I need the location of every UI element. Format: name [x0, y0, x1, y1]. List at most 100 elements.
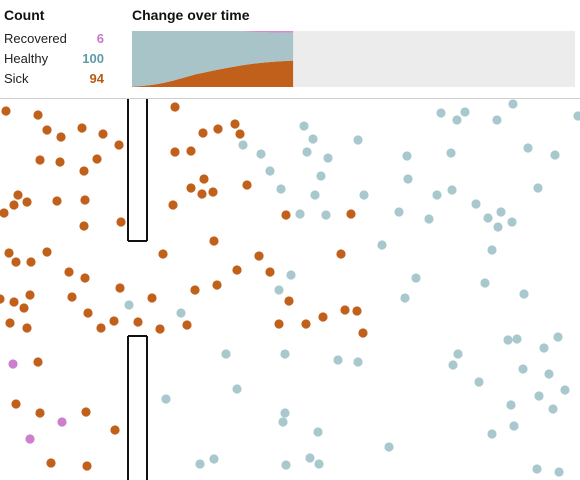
person-healthy: [509, 421, 519, 431]
person-sick: [67, 292, 77, 302]
area-recovered: [132, 31, 294, 33]
person-sick: [116, 217, 126, 227]
person-healthy: [308, 134, 318, 144]
person-sick: [1, 106, 11, 116]
person-sick: [52, 196, 62, 206]
person-healthy: [487, 429, 497, 439]
person-healthy: [402, 151, 412, 161]
person-recovered: [8, 359, 18, 369]
person-healthy: [124, 300, 134, 310]
person-healthy: [523, 143, 533, 153]
stat-value-healthy: 100: [82, 51, 104, 66]
person-sick: [79, 221, 89, 231]
person-sick: [212, 280, 222, 290]
person-healthy: [474, 377, 484, 387]
person-sick: [340, 305, 350, 315]
person-healthy: [506, 400, 516, 410]
person-sick: [35, 408, 45, 418]
person-healthy: [487, 245, 497, 255]
person-healthy: [432, 190, 442, 200]
person-sick: [109, 316, 119, 326]
person-healthy: [483, 213, 493, 223]
person-healthy: [512, 334, 522, 344]
person-healthy: [286, 270, 296, 280]
person-healthy: [321, 210, 331, 220]
person-sick: [110, 425, 120, 435]
person-healthy: [493, 222, 503, 232]
person-healthy: [446, 148, 456, 158]
person-healthy: [280, 408, 290, 418]
person-sick: [213, 124, 223, 134]
person-sick: [170, 102, 180, 112]
person-sick: [82, 461, 92, 471]
person-sick: [98, 129, 108, 139]
person-sick: [56, 132, 66, 142]
person-healthy: [496, 207, 506, 217]
person-sick: [301, 319, 311, 329]
person-sick: [81, 407, 91, 417]
person-sick: [114, 140, 124, 150]
person-healthy: [302, 147, 312, 157]
person-sick: [186, 146, 196, 156]
person-sick: [147, 293, 157, 303]
person-healthy: [507, 217, 517, 227]
person-sick: [346, 209, 356, 219]
person-healthy: [548, 404, 558, 414]
person-healthy: [460, 107, 470, 117]
person-sick: [13, 190, 23, 200]
person-healthy: [276, 184, 286, 194]
person-healthy: [305, 453, 315, 463]
person-healthy: [384, 442, 394, 452]
person-healthy: [278, 417, 288, 427]
person-healthy: [539, 343, 549, 353]
person-sick: [5, 318, 15, 328]
person-sick: [235, 129, 245, 139]
person-healthy: [274, 285, 284, 295]
stat-row-healthy: Healthy 100: [4, 51, 104, 69]
person-sick: [133, 317, 143, 327]
person-sick: [208, 187, 218, 197]
person-sick: [80, 195, 90, 205]
person-healthy: [518, 364, 528, 374]
person-healthy: [310, 190, 320, 200]
person-healthy: [209, 454, 219, 464]
person-sick: [242, 180, 252, 190]
person-healthy: [532, 464, 542, 474]
person-sick: [190, 285, 200, 295]
person-healthy: [265, 166, 275, 176]
person-sick: [281, 210, 291, 220]
chart-title: Change over time: [132, 7, 250, 23]
person-sick: [96, 323, 106, 333]
person-healthy: [313, 427, 323, 437]
person-sick: [168, 200, 178, 210]
person-healthy: [544, 369, 554, 379]
person-healthy: [519, 289, 529, 299]
person-healthy: [560, 385, 570, 395]
person-sick: [352, 306, 362, 316]
person-sick: [230, 119, 240, 129]
stat-row-sick: Sick 94: [4, 71, 104, 89]
person-healthy: [314, 459, 324, 469]
area-healthy: [132, 31, 294, 87]
person-sick: [0, 208, 9, 218]
person-sick: [199, 174, 209, 184]
person-healthy: [333, 355, 343, 365]
person-healthy: [394, 207, 404, 217]
person-sick: [26, 257, 36, 267]
person-sick: [155, 324, 165, 334]
stat-label-recovered: Recovered: [4, 31, 67, 46]
person-sick: [158, 249, 168, 259]
person-healthy: [221, 349, 231, 359]
person-healthy: [480, 278, 490, 288]
person-sick: [92, 154, 102, 164]
person-healthy: [553, 332, 563, 342]
person-healthy: [299, 121, 309, 131]
person-sick: [232, 265, 242, 275]
person-sick: [55, 157, 65, 167]
person-healthy: [448, 360, 458, 370]
stat-row-recovered: Recovered 6: [4, 31, 104, 49]
person-healthy: [424, 214, 434, 224]
person-sick: [318, 312, 328, 322]
divider: [0, 98, 580, 99]
person-sick: [336, 249, 346, 259]
